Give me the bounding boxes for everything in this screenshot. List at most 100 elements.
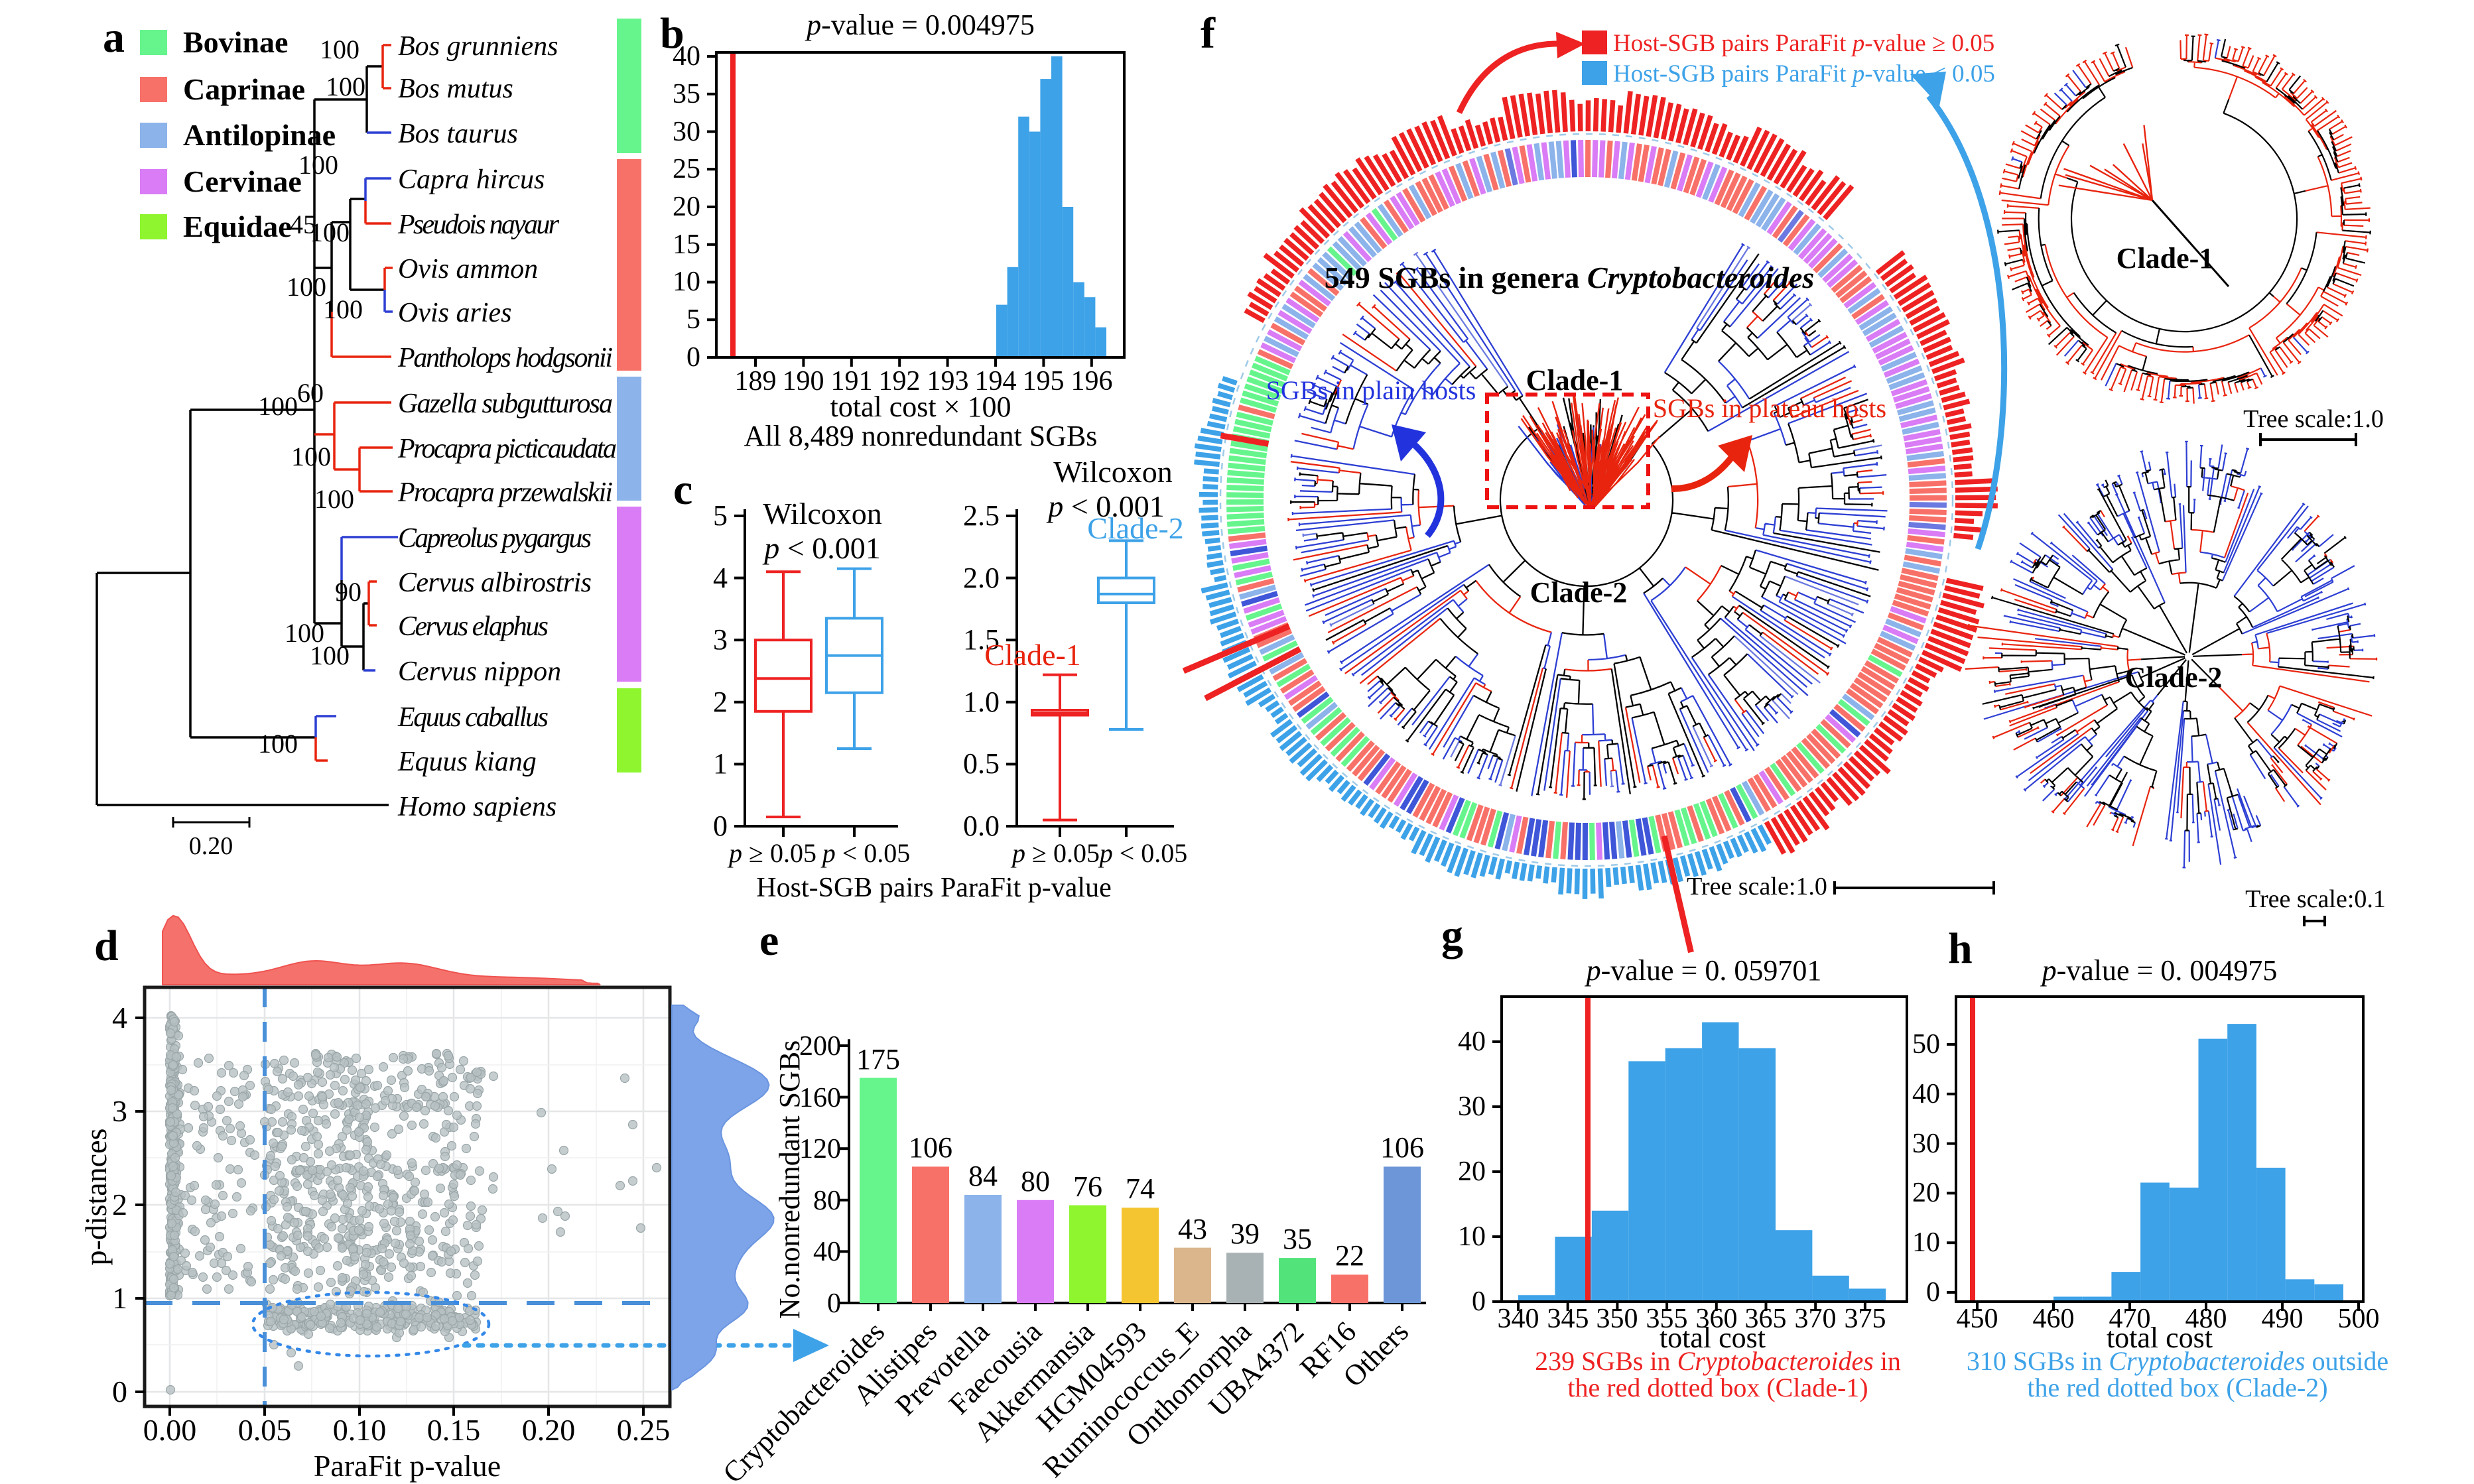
svg-text:0.25: 0.25 (617, 1413, 671, 1447)
svg-text:Host-SGB pairs ParaFit p-value: Host-SGB pairs ParaFit p-value (756, 873, 1111, 903)
svg-text:190: 190 (783, 366, 824, 397)
svg-text:Ovis ammon: Ovis ammon (398, 254, 538, 284)
svg-text:p < 0.05: p < 0.05 (820, 838, 911, 868)
svg-text:Tree scale:1.0: Tree scale:1.0 (2243, 405, 2384, 433)
svg-text:191: 191 (831, 366, 873, 397)
svg-text:total cost: total cost (1660, 1322, 1766, 1354)
svg-text:p < 0.05: p < 0.05 (1098, 838, 1188, 868)
svg-text:50: 50 (1912, 1029, 1940, 1060)
svg-text:500: 500 (2338, 1304, 2380, 1334)
svg-text:100: 100 (323, 294, 363, 324)
svg-text:Clade-1: Clade-1 (1526, 364, 1624, 397)
svg-text:10: 10 (1458, 1221, 1486, 1252)
svg-text:p-distances: p-distances (79, 1129, 113, 1266)
svg-text:Capreolus pygargus: Capreolus pygargus (398, 523, 592, 554)
svg-text:No.nonredundant SGBs: No.nonredundant SGBs (773, 1040, 806, 1319)
svg-text:SGBs in plateau hosts: SGBs in plateau hosts (1653, 393, 1886, 423)
svg-text:2.0: 2.0 (963, 562, 1000, 594)
svg-text:p < 0.001: p < 0.001 (762, 531, 880, 565)
svg-text:450: 450 (1957, 1304, 1998, 1334)
svg-text:Cervus albirostris: Cervus albirostris (398, 568, 592, 598)
svg-text:340: 340 (1498, 1304, 1539, 1334)
svg-text:0: 0 (1926, 1277, 1940, 1308)
svg-text:22: 22 (1335, 1239, 1364, 1272)
svg-text:5: 5 (686, 304, 700, 335)
svg-text:30: 30 (1912, 1129, 1940, 1159)
svg-text:Procapra przewalskii: Procapra przewalskii (397, 477, 613, 508)
svg-text:Tree scale:1.0: Tree scale:1.0 (1687, 873, 1827, 900)
svg-text:360: 360 (1696, 1304, 1738, 1334)
svg-text:3: 3 (713, 623, 728, 656)
svg-text:60: 60 (297, 378, 324, 408)
svg-text:350: 350 (1596, 1304, 1638, 1334)
svg-text:Procapra picticaudata: Procapra picticaudata (397, 434, 617, 464)
svg-text:200: 200 (799, 1031, 841, 1062)
svg-text:76: 76 (1073, 1170, 1102, 1203)
svg-text:Bos taurus: Bos taurus (398, 119, 518, 149)
svg-text:20: 20 (1458, 1156, 1486, 1187)
svg-text:40: 40 (673, 41, 700, 72)
svg-text:p-value = 0.004975: p-value = 0.004975 (805, 9, 1035, 41)
svg-text:80: 80 (1021, 1165, 1050, 1198)
svg-text:20: 20 (673, 192, 700, 222)
svg-text:h: h (1948, 924, 1973, 973)
svg-text:Clade-1: Clade-1 (2116, 242, 2214, 275)
svg-text:0.0: 0.0 (963, 810, 1000, 842)
svg-text:p-value = 0. 059701: p-value = 0. 059701 (1585, 954, 1822, 987)
svg-text:the red dotted box (Clade-2): the red dotted box (Clade-2) (2027, 1373, 2327, 1402)
svg-text:0.10: 0.10 (333, 1413, 387, 1447)
svg-text:3: 3 (112, 1094, 127, 1128)
svg-text:4: 4 (713, 562, 728, 594)
svg-text:100: 100 (314, 484, 354, 514)
svg-text:Clade-2: Clade-2 (1530, 576, 1628, 609)
svg-text:490: 490 (2262, 1304, 2304, 1334)
svg-text:193: 193 (927, 366, 969, 397)
svg-text:Bos mutus: Bos mutus (398, 74, 513, 104)
svg-text:e: e (759, 916, 779, 965)
svg-text:Capra hircus: Capra hircus (398, 164, 545, 195)
svg-text:g: g (1441, 911, 1463, 959)
svg-text:10: 10 (673, 267, 700, 297)
svg-text:1: 1 (713, 747, 728, 780)
svg-text:40: 40 (813, 1237, 841, 1267)
svg-text:40: 40 (1458, 1026, 1486, 1057)
svg-text:total cost × 100: total cost × 100 (830, 391, 1011, 423)
svg-text:0: 0 (827, 1288, 841, 1319)
svg-text:5: 5 (713, 499, 728, 532)
svg-text:1: 1 (112, 1281, 127, 1315)
svg-text:Cervus nippon: Cervus nippon (398, 656, 561, 687)
svg-text:Pseudois nayaur: Pseudois nayaur (397, 210, 560, 240)
svg-text:d: d (94, 922, 119, 970)
svg-text:p ≥ 0.05: p ≥ 0.05 (727, 838, 816, 868)
svg-text:460: 460 (2033, 1304, 2075, 1334)
svg-text:1.0: 1.0 (963, 686, 1000, 718)
svg-text:Antilopinae: Antilopinae (183, 118, 336, 152)
svg-text:100: 100 (287, 272, 326, 302)
svg-text:0: 0 (112, 1375, 127, 1408)
svg-text:100: 100 (326, 72, 365, 101)
svg-text:20: 20 (1912, 1178, 1940, 1208)
svg-text:Equus kiang: Equus kiang (397, 747, 537, 777)
svg-text:189: 189 (735, 366, 777, 397)
svg-text:84: 84 (968, 1160, 998, 1192)
svg-text:Bos grunniens: Bos grunniens (398, 31, 558, 62)
svg-text:43: 43 (1178, 1213, 1207, 1245)
svg-text:total cost: total cost (2107, 1322, 2213, 1354)
svg-text:b: b (660, 9, 684, 58)
svg-text:0.20: 0.20 (189, 832, 233, 860)
svg-text:40: 40 (1912, 1079, 1940, 1109)
svg-text:0.15: 0.15 (427, 1413, 481, 1447)
svg-text:195: 195 (1023, 366, 1065, 397)
svg-text:c: c (673, 465, 692, 514)
svg-text:Homo sapiens: Homo sapiens (397, 792, 556, 822)
svg-text:100: 100 (258, 391, 298, 421)
svg-text:100: 100 (291, 442, 331, 471)
svg-text:All 8,489 nonredundant SGBs: All 8,489 nonredundant SGBs (744, 420, 1098, 452)
svg-text:Wilcoxon: Wilcoxon (763, 497, 882, 530)
svg-text:375: 375 (1845, 1304, 1886, 1334)
svg-text:p < 0.001: p < 0.001 (1046, 489, 1164, 523)
svg-text:365: 365 (1745, 1304, 1787, 1334)
svg-text:f: f (1201, 9, 1216, 58)
svg-text:0.05: 0.05 (238, 1413, 292, 1447)
svg-text:p-value = 0. 004975: p-value = 0. 004975 (2040, 954, 2278, 987)
